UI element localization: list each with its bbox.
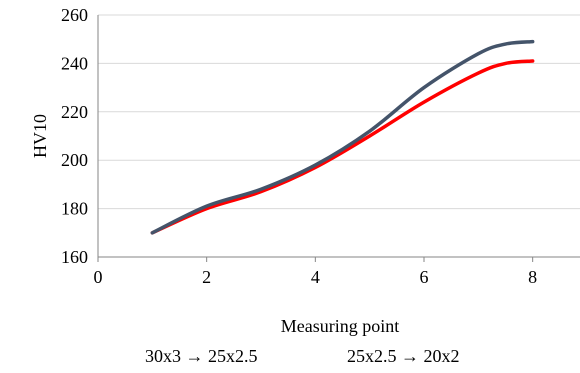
x-tick-label: 2: [202, 267, 211, 287]
series-line-1: [150, 39, 535, 235]
series-line-2: [150, 59, 535, 235]
legend-entry-series-2: 25x2.5 → 20x2: [347, 346, 460, 366]
tick-labels: 160 180 200 220 240 260 0 2 4 6 8: [61, 5, 537, 287]
axes: [97, 15, 580, 262]
y-tick-label: 240: [61, 53, 88, 73]
series-lines: [150, 39, 535, 235]
y-tick-label: 220: [61, 102, 88, 122]
legend-entry-series-1: 30x3 → 25x2.5: [145, 346, 258, 366]
y-tick-label: 160: [61, 247, 88, 267]
y-tick-label: 260: [61, 5, 88, 25]
x-tick-label: 0: [94, 267, 103, 287]
x-tick-label: 4: [311, 267, 320, 287]
y-tick-label: 180: [61, 199, 88, 219]
y-axis-title: HV10: [30, 114, 50, 158]
y-tick-label: 200: [61, 150, 88, 170]
x-axis-title: Measuring point: [281, 316, 400, 336]
x-tick-label: 8: [528, 267, 537, 287]
legend: 30x3 → 25x2.5 25x2.5 → 20x2: [145, 346, 460, 366]
x-tick-label: 6: [420, 267, 429, 287]
